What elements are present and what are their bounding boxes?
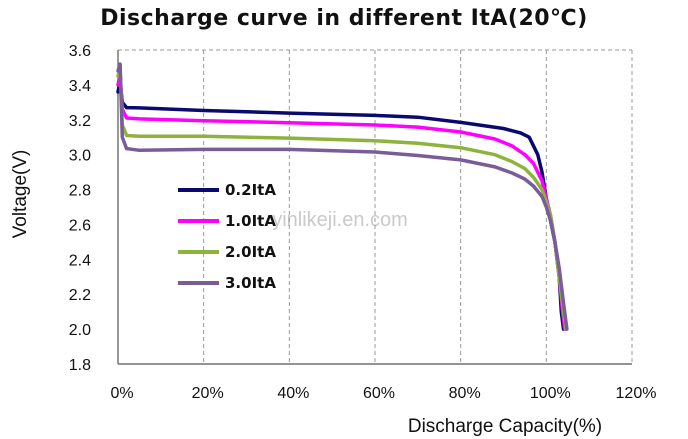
y-tick-label: 3.0	[69, 148, 91, 165]
y-tick-label: 1.8	[69, 357, 91, 374]
series-line-3-0ita	[116, 62, 569, 331]
y-tick-label: 3.6	[69, 43, 91, 60]
series-line-2-0ita	[116, 65, 568, 331]
series-line-1-0ita	[116, 72, 567, 331]
x-tick-label: 120%	[616, 385, 657, 402]
legend-label: 2.0ItA	[225, 243, 276, 261]
x-tick-label: 100%	[530, 385, 571, 402]
y-tick-label: 3.2	[69, 113, 91, 130]
legend-label: 0.2ItA	[225, 181, 276, 199]
x-tick-label: 20%	[192, 385, 224, 402]
x-tick-label: 80%	[449, 385, 481, 402]
x-tick-label: 60%	[363, 385, 395, 402]
y-axis-title: Voltage(V)	[10, 150, 31, 239]
x-tick-label: 0%	[110, 385, 133, 402]
legend-label: 3.0ItA	[225, 274, 276, 292]
y-tick-label: 3.4	[69, 78, 91, 95]
y-tick-label: 2.8	[69, 183, 91, 200]
chart-title: Discharge curve in different ItA(20℃)	[100, 6, 588, 31]
legend-label: 1.0ItA	[225, 212, 276, 230]
x-axis-title: Discharge Capacity(%)	[408, 416, 602, 437]
watermark-text: yinlikeji.en.com	[272, 209, 408, 231]
x-tick-label: 40%	[277, 385, 309, 402]
y-tick-label: 2.2	[69, 287, 91, 304]
y-tick-label: 2.4	[69, 252, 91, 269]
y-tick-label: 2.6	[69, 217, 91, 234]
y-tick-label: 2.0	[69, 322, 91, 339]
